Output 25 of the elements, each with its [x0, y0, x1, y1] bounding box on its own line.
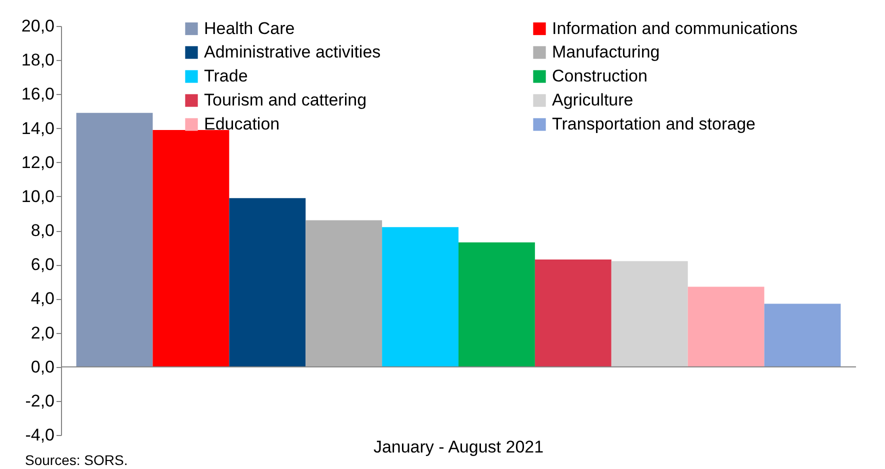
y-tick-label: 4,0 [30, 289, 54, 308]
y-tick-label: 6,0 [30, 255, 54, 274]
legend-label: Tourism and cattering [204, 90, 367, 110]
legend-label: Agriculture [552, 90, 634, 110]
legend-label: Trade [204, 66, 248, 86]
y-tick-label: 0,0 [30, 357, 54, 376]
legend-label: Transportation and storage [552, 114, 756, 134]
y-tick-label: 20,0 [21, 16, 54, 36]
y-tick-label: 14,0 [21, 118, 54, 138]
x-tick-label: January - August 2021 [373, 438, 544, 456]
y-tick-label: 8,0 [30, 221, 54, 240]
legend-label: Administrative activities [204, 42, 381, 62]
y-tick-label: 2,0 [30, 323, 54, 342]
legend-label: Health Care [204, 18, 295, 38]
y-tick-label: -2,0 [25, 391, 54, 410]
source-note: Sources: SORS. [25, 452, 128, 468]
y-tick-label: 16,0 [21, 84, 54, 104]
legend-label: Information and communications [552, 18, 798, 38]
y-tick-label: 10,0 [21, 186, 54, 206]
legend-label: Manufacturing [552, 42, 660, 62]
legend-label: Education [204, 114, 280, 134]
y-tick-label: -4,0 [25, 426, 54, 444]
y-tick-label: 12,0 [21, 152, 54, 172]
legend-label: Construction [552, 66, 648, 86]
y-tick-label: 18,0 [21, 50, 54, 70]
